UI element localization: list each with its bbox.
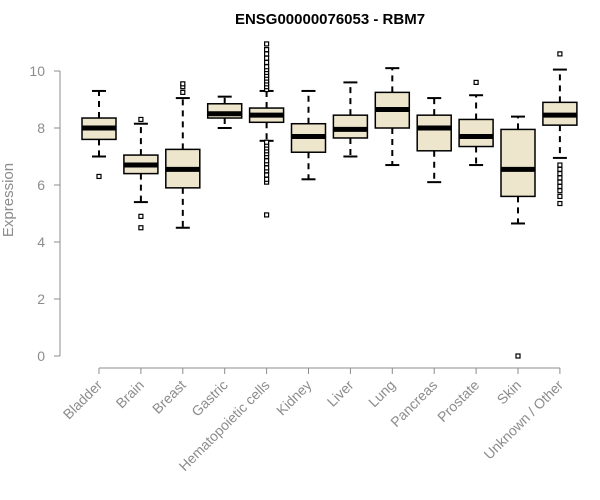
box-group: [165, 81, 201, 229]
box-group: [458, 79, 494, 167]
box-iqr: [416, 114, 452, 152]
outlier-point: [557, 193, 563, 199]
outlier-point: [264, 41, 270, 47]
box-group: [500, 115, 536, 359]
y-tick-label: 6: [37, 177, 45, 193]
outlier-point: [557, 179, 563, 185]
outlier-point: [264, 212, 270, 218]
outlier-point: [264, 64, 270, 70]
outlier-point: [557, 162, 563, 168]
outlier-point: [557, 188, 563, 194]
box-group: [332, 81, 369, 158]
y-tick-label: 10: [29, 63, 45, 79]
outlier-point: [138, 225, 144, 231]
box-group: [374, 67, 411, 167]
outlier-point: [264, 51, 270, 57]
outlier-point: [473, 79, 479, 86]
x-tick-label: Lung: [365, 377, 398, 410]
box-group: [542, 51, 578, 207]
outlier-point: [264, 176, 270, 182]
outlier-point: [138, 116, 144, 123]
x-tick-label: Skin: [494, 377, 525, 408]
outlier-point: [515, 353, 521, 359]
outlier-point: [264, 139, 270, 145]
chart-title: ENSG00000076053 - RBM7: [235, 11, 425, 28]
outlier-point: [96, 173, 102, 180]
outlier-point: [264, 172, 270, 178]
outlier-point: [557, 171, 563, 177]
x-tick-label: Liver: [324, 377, 357, 410]
x-tick-label: Brain: [113, 377, 147, 411]
outlier-point: [557, 51, 563, 57]
outlier-point: [264, 59, 270, 66]
x-tick-label: Pancreas: [387, 377, 440, 430]
outlier-point: [557, 183, 563, 190]
outlier-point: [180, 89, 186, 95]
x-tick-label: Unknown / Other: [480, 377, 566, 463]
x-tick-label: Prostate: [434, 377, 482, 425]
y-tick-label: 0: [37, 348, 45, 364]
box-group: [123, 116, 159, 231]
outlier-point: [264, 158, 270, 164]
outlier-point: [180, 81, 186, 87]
x-tick-label: Breast: [149, 377, 189, 417]
outlier-point: [557, 175, 563, 181]
y-tick-label: 2: [37, 291, 45, 307]
y-tick-label: 4: [37, 234, 45, 250]
boxes-group: [81, 41, 578, 359]
outlier-point: [557, 166, 563, 172]
y-axis: 0 2 4 6 8 10: [29, 63, 61, 364]
outlier-point: [557, 200, 563, 207]
box-group: [81, 89, 117, 180]
y-tick-label: 8: [37, 120, 45, 136]
box-group: [206, 95, 243, 129]
box-iqr: [458, 118, 494, 148]
outlier-point: [264, 55, 270, 61]
x-tick-label: Bladder: [60, 377, 106, 423]
outlier-point: [138, 213, 144, 219]
box-iqr: [332, 114, 369, 139]
box-group: [290, 89, 327, 181]
box-group: [248, 41, 285, 218]
box-iqr: [500, 128, 536, 198]
box-group: [416, 97, 452, 184]
x-tick-label: Kidney: [273, 377, 315, 419]
outlier-point: [264, 47, 270, 53]
y-axis-label: Expression: [0, 163, 17, 237]
outlier-point: [264, 165, 270, 171]
